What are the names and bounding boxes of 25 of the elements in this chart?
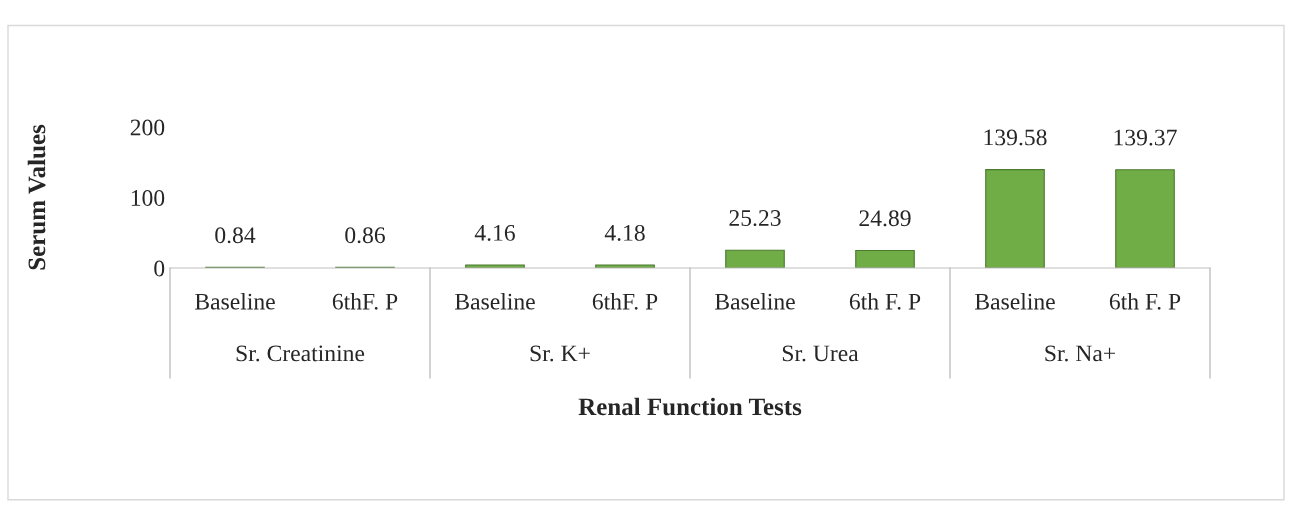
text: Sr. Creatinine — [236, 345, 365, 362]
y-tick-label: 100 — [131, 189, 165, 206]
data-label: 4.16 — [474, 224, 515, 241]
x-tick-label: 6th F. P — [1109, 293, 1181, 310]
y-tick-label: 0 — [154, 260, 165, 277]
x-tick-label: Baseline — [715, 293, 795, 310]
x-tick-label: 6thF. P — [592, 293, 658, 310]
data-label: 0.86 — [345, 227, 385, 244]
data-label: 139.37 — [1114, 129, 1177, 146]
x-tick-label: 6th F. P — [849, 293, 921, 310]
x-tick-label: 6thF. P — [332, 293, 398, 310]
data-label: 4.18 — [604, 224, 645, 241]
text: Sr. Na+ — [1045, 345, 1116, 362]
data-label: 24.89 — [859, 210, 911, 227]
x-tick-label: Baseline — [455, 293, 535, 310]
x-tick-label: Baseline — [975, 293, 1055, 310]
x-tick-label: Baseline — [195, 293, 275, 310]
y-axis-title: Serum Values — [27, 124, 46, 270]
data-label: 0.84 — [215, 227, 256, 244]
data-label: 139.58 — [984, 129, 1047, 146]
data-label: 25.23 — [729, 210, 781, 227]
x-axis-title: Renal Function Tests — [578, 397, 802, 416]
y-tick-label: 200 — [130, 119, 165, 136]
text: Sr. K+ — [530, 345, 590, 362]
text: Sr. Urea — [782, 345, 859, 362]
